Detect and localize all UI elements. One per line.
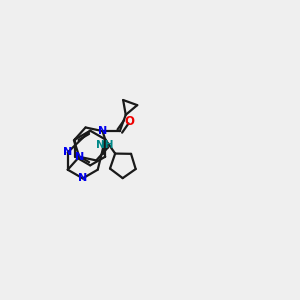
Text: N: N <box>63 147 72 158</box>
Text: N: N <box>78 173 87 183</box>
Text: N: N <box>98 126 107 136</box>
Text: O: O <box>124 115 134 128</box>
Text: NH: NH <box>96 140 114 150</box>
Text: N: N <box>75 152 84 162</box>
